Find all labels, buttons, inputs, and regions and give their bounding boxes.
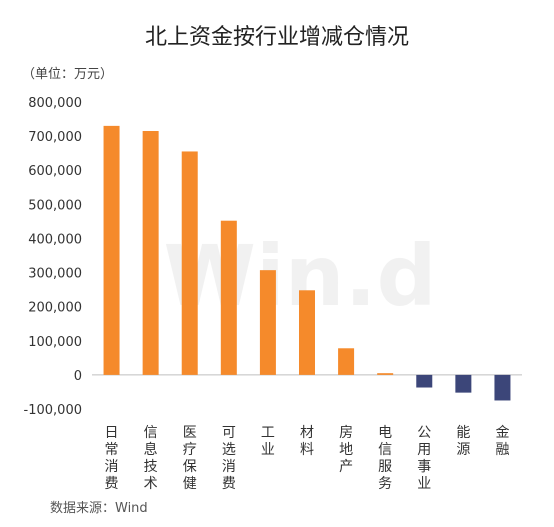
y-tick-label: 700,000: [28, 130, 82, 145]
y-tick-label: 500,000: [28, 198, 82, 213]
y-tick-label: 0: [74, 369, 82, 384]
bar: [494, 374, 511, 401]
category-label: 材料: [300, 425, 314, 458]
bar: [220, 220, 237, 375]
y-tick-label: 800,000: [28, 96, 82, 111]
bar: [377, 373, 394, 375]
category-label: 日常消费: [105, 425, 119, 492]
category-label: 房地产: [339, 425, 353, 475]
y-tick-label: 400,000: [28, 232, 82, 247]
y-tick-label: -100,000: [24, 403, 82, 418]
unit-label: （单位：万元）: [22, 67, 113, 82]
bars: [103, 125, 511, 401]
y-tick-label: 300,000: [28, 267, 82, 282]
category-label: 医疗保健: [183, 425, 197, 492]
bar: [142, 130, 159, 375]
bar: [259, 270, 276, 375]
bar: [338, 348, 355, 375]
chart-title: 北上资金按行业增减仓情况: [145, 25, 409, 50]
category-label: 信息技术: [144, 425, 158, 492]
bar: [455, 374, 472, 393]
bar: [416, 374, 433, 388]
category-label: 可选消费: [222, 425, 236, 492]
bar: [299, 290, 315, 375]
category-label: 工业: [261, 425, 275, 458]
category-label: 金融: [495, 425, 509, 458]
bar: [181, 151, 198, 375]
y-tick-label: 200,000: [28, 301, 82, 316]
bar: [103, 125, 120, 375]
source-note: 数据来源：Wind: [50, 501, 148, 516]
y-axis-ticks: 800,000 700,000 600,000 500,000 400,000 300,0…: [24, 96, 82, 418]
category-label: 公用事业: [417, 425, 431, 492]
y-tick-label: 100,000: [28, 335, 82, 350]
y-tick-label: 600,000: [28, 164, 82, 179]
category-label: 电信服务: [378, 425, 392, 492]
category-label: 能源: [456, 425, 470, 458]
